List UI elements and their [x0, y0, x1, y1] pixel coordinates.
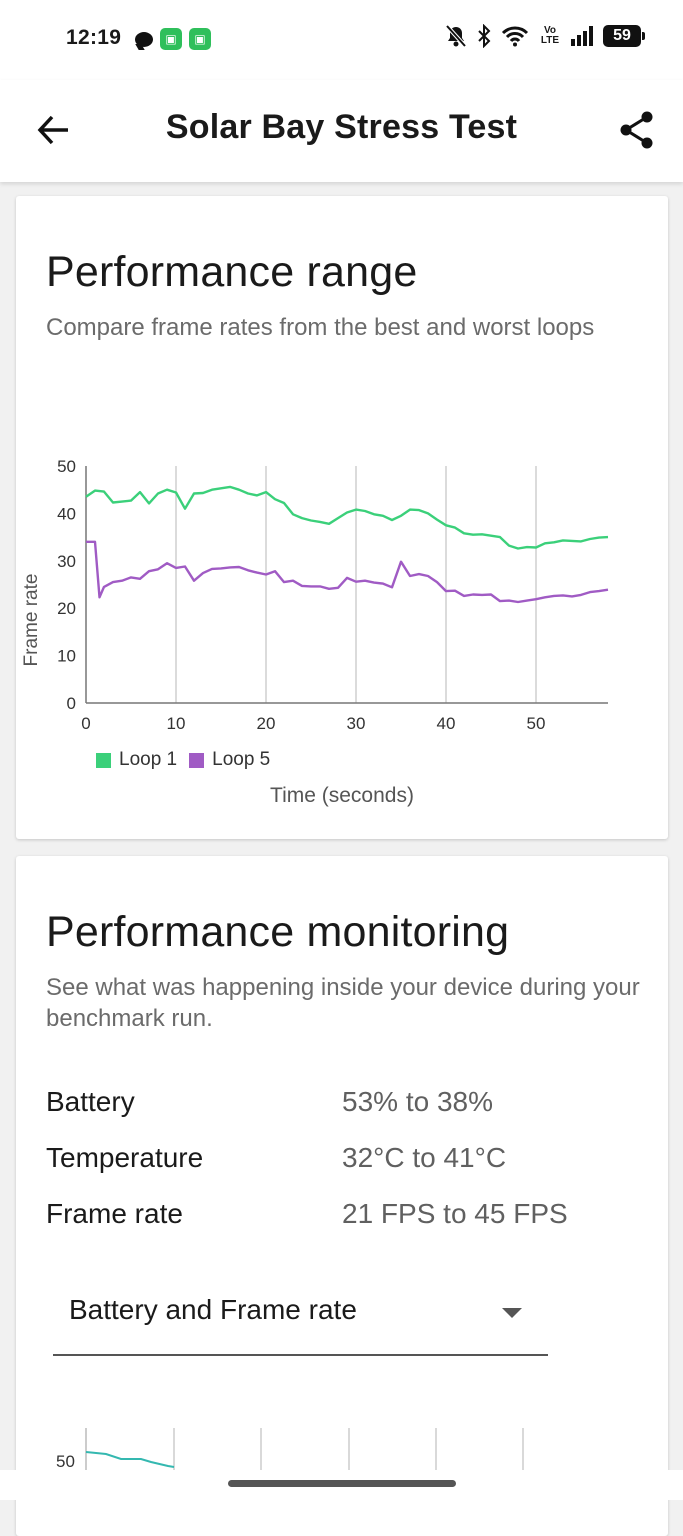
- y-tick-label: 20: [57, 599, 76, 618]
- battery-level: 59: [613, 27, 631, 44]
- volte-icon: Vo LTE: [540, 25, 560, 46]
- performance-monitoring-subtitle: See what was happening inside your devic…: [46, 974, 640, 1032]
- arrow-left-icon[interactable]: [34, 110, 74, 150]
- legend-label: Loop 5: [212, 749, 271, 770]
- y-axis-label: Frame rate: [21, 573, 42, 667]
- legend-swatch: [189, 752, 205, 768]
- legend-swatch: [96, 752, 111, 768]
- x-tick-label: 10: [167, 714, 186, 733]
- frame-rate-chart: 0 10 20 30 40 50 0 10 20 30 40 50: [57, 457, 609, 733]
- stat-row-temperature: Temperature 32°C to 41°C: [46, 1142, 646, 1182]
- y-tick-label: 30: [57, 552, 76, 571]
- stat-value: 53% to 38%: [342, 1086, 493, 1117]
- system-icons: Vo LTE 59: [445, 24, 645, 48]
- notification-icons: ▣ ▣: [135, 28, 211, 50]
- performance-range-card: Performance range Compare frame rates fr…: [16, 196, 668, 839]
- dropdown-selected-value: Battery and Frame rate: [69, 1294, 357, 1325]
- bluetooth-icon: [478, 24, 491, 48]
- chat-icon: [135, 31, 153, 47]
- home-gesture-handle[interactable]: [228, 1480, 456, 1487]
- chart-legend: Loop 1 Loop 5: [96, 749, 270, 771]
- x-axis-label: Time (seconds): [270, 784, 414, 807]
- mute-icon: [445, 24, 467, 48]
- legend-item-loop-1: Loop 1: [96, 749, 177, 771]
- caret-down-icon: [502, 1308, 522, 1318]
- stat-label: Frame rate: [46, 1198, 183, 1229]
- series-line-loop-1: [85, 485, 609, 550]
- signal-icon: [571, 26, 593, 46]
- status-time: 12:19: [66, 26, 122, 49]
- x-tick-label: 30: [347, 714, 366, 733]
- performance-range-subtitle: Compare frame rates from the best and wo…: [46, 314, 595, 341]
- stat-label: Temperature: [46, 1142, 204, 1173]
- performance-monitoring-title: Performance monitoring: [46, 908, 510, 956]
- stat-value: 21 FPS to 45 FPS: [342, 1198, 568, 1229]
- x-tick-label: 50: [527, 714, 546, 733]
- app-bar: Solar Bay Stress Test: [0, 80, 683, 182]
- battery-line: [85, 1451, 175, 1468]
- y-tick-label: 40: [57, 504, 76, 523]
- monitoring-chart: [85, 1428, 524, 1476]
- y-tick-label: 50: [56, 1452, 75, 1471]
- stat-label: Battery: [46, 1086, 135, 1117]
- legend-item-loop-5: Loop 5: [189, 749, 270, 771]
- wifi-icon: [501, 26, 529, 47]
- page-title: Solar Bay Stress Test: [165, 108, 518, 146]
- stat-row-frame-rate: Frame rate 21 FPS to 45 FPS: [46, 1198, 646, 1238]
- share-icon[interactable]: [617, 108, 657, 152]
- y-tick-label: 50: [57, 457, 76, 476]
- x-tick-label: 20: [257, 714, 276, 733]
- battery-icon: 59: [603, 25, 645, 47]
- chart-metric-dropdown[interactable]: Battery and Frame rate: [53, 1276, 548, 1356]
- status-bar: 12:19 ▣ ▣ Vo LTE 59: [0, 0, 683, 80]
- x-tick-label: 40: [437, 714, 456, 733]
- performance-range-title: Performance range: [46, 248, 418, 296]
- stat-row-battery: Battery 53% to 38%: [46, 1086, 646, 1126]
- app-icon: ▣: [160, 28, 182, 50]
- performance-monitoring-card: Performance monitoring See what was happ…: [16, 856, 668, 1536]
- stat-value: 32°C to 41°C: [342, 1142, 507, 1173]
- app-icon: ▣: [189, 28, 211, 50]
- legend-label: Loop 1: [119, 749, 178, 770]
- series-line-loop-5: [86, 540, 609, 604]
- x-tick-label: 0: [81, 714, 90, 733]
- navigation-gesture-bar: [0, 1470, 683, 1500]
- y-tick-label: 0: [67, 694, 76, 713]
- y-tick-label: 10: [57, 647, 76, 666]
